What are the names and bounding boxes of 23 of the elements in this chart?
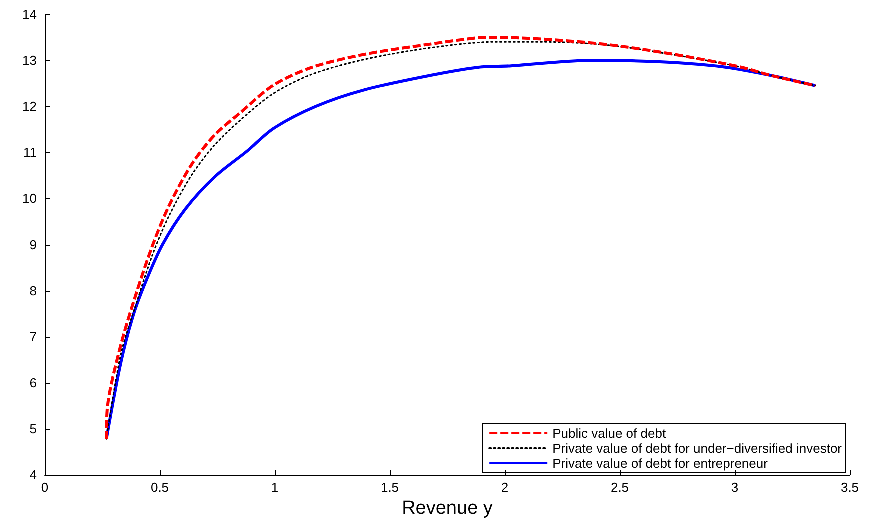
y-tick-label: 13: [22, 53, 37, 68]
y-tick-label: 10: [22, 191, 37, 206]
x-tick-label: 2.5: [610, 480, 630, 495]
x-tick-label: 0: [41, 480, 49, 495]
y-tick-label: 8: [30, 283, 37, 298]
legend-label: Private value of debt for under−diversified investor: [552, 441, 843, 456]
y-tick-label: 9: [30, 237, 37, 252]
y-tick-label: 7: [30, 329, 37, 344]
x-tick-label: 0.5: [150, 480, 170, 495]
x-tick-label: 3: [731, 480, 739, 495]
y-tick-label: 5: [30, 421, 37, 436]
y-tick-label: 11: [24, 145, 37, 160]
y-tick-label: 14: [22, 7, 37, 22]
x-tick-label: 2: [501, 480, 509, 495]
legend-label: Private value of debt for entrepreneur: [552, 456, 769, 471]
x-tick-label: 1: [271, 480, 279, 495]
y-tick-label: 12: [22, 99, 37, 114]
legend-label: Public value of debt: [552, 426, 666, 441]
x-tick-label: 1.5: [380, 480, 400, 495]
y-tick-label: 6: [30, 375, 37, 390]
x-tick-label: 3.5: [840, 480, 860, 495]
y-tick-label: 4: [30, 468, 37, 482]
x-axis-title: Revenue y: [402, 498, 494, 519]
